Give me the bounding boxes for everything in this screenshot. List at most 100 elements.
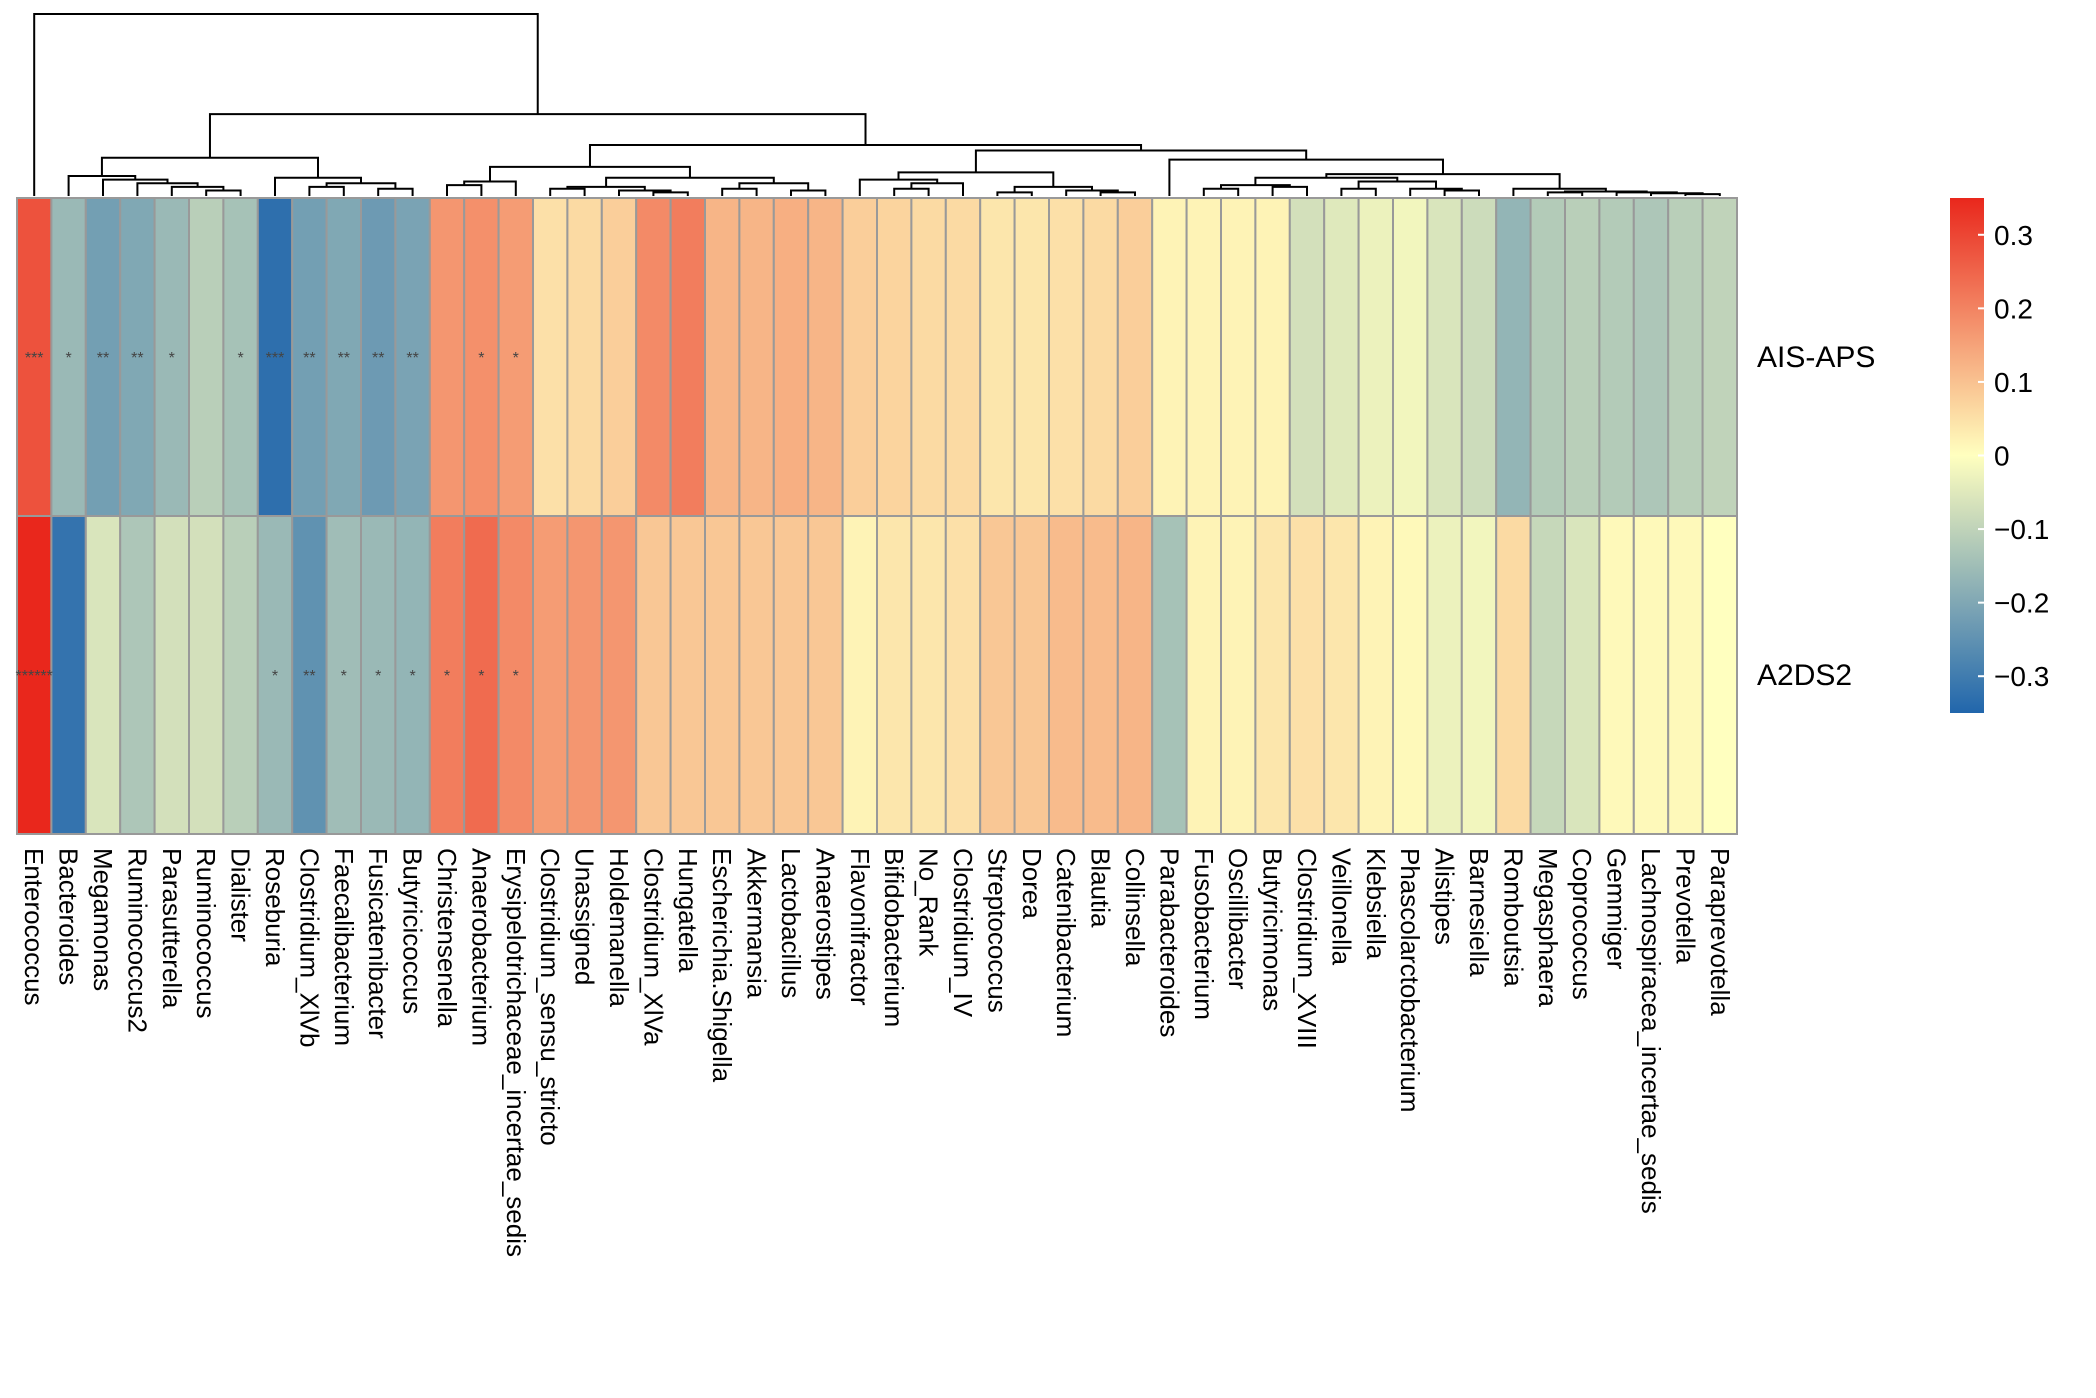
column-label: Dialister [226,848,256,942]
heatmap-cell [50,515,87,835]
heatmap-cell [738,515,775,835]
heatmap-cell [1151,197,1188,517]
dendrogram-branch [1684,193,1721,196]
column-label: Megamonas [88,848,118,991]
dendrogram-branch [1202,187,1240,196]
heatmap-cell [1529,515,1566,835]
row-label: A2DS2 [1757,659,1852,692]
dendrogram-branch [1271,185,1308,196]
column-label: Bacteroides [54,848,84,985]
heatmap-cell [1598,515,1635,835]
column-label: Barnesiella [1464,848,1494,977]
significance-mark: ** [338,350,350,367]
dendrogram-branch [893,187,930,196]
heatmap-cell [1426,515,1463,835]
heatmap-cell [979,197,1016,517]
heatmap-cell [1426,197,1463,517]
column-label: Catenibacterium [1051,848,1081,1037]
significance-mark: * [169,350,175,367]
dendrogram-branch [1099,191,1136,196]
heatmap-cell [566,197,603,517]
column-label: Lactobacillus [776,848,806,998]
heatmap-cell [1048,197,1085,517]
significance-mark: ** [97,350,109,367]
column-label: No_Rank [914,848,944,957]
significance-mark: ** [131,350,143,367]
heatmap-cell [1254,515,1291,835]
legend-tick-label: 0.3 [1994,220,2033,251]
heatmap-cell [807,197,844,517]
dendrogram-branch [136,182,199,196]
column-label: Megasphaera [1533,848,1563,1008]
dendrogram-branch [446,184,483,196]
heatmap-cell [635,197,672,517]
column-label: Phascolarctobacterium [1395,848,1425,1112]
legend-tick-label: 0.1 [1994,367,2033,398]
heatmap-cell [1082,197,1119,517]
column-label: Klebsiella [1361,848,1391,960]
column-label: Flavonifractor [845,848,875,1006]
column-label: Clostridium_IV [948,848,978,1018]
column-label: Ruminococcus [191,848,221,1019]
column-label: Akkermansia [742,848,772,999]
column-label: Enterococcus [19,848,49,1006]
heatmap-cell [1667,515,1704,835]
dendrogram-branch [549,187,586,196]
column-label: Butyricicoccus [398,848,428,1014]
column-label: Erysipelotrichaceae_incertae_sedis [501,848,531,1257]
column-label: Lachnospiracea_incertae_sedis [1636,848,1666,1214]
dendrogram-branch [1340,187,1377,196]
column-label: Clostridium_XVIII [1292,848,1322,1049]
column-label: Holdemanella [604,848,634,1008]
heatmap-cell [1116,197,1154,517]
heatmap-cell [1529,197,1566,517]
heatmap-cell [532,515,569,835]
heatmap-cell [635,515,672,835]
column-label: Alistipes [1430,848,1460,945]
column-label: Prevotella [1670,848,1700,964]
heatmap-cell [1495,515,1532,835]
column-dendrogram [33,13,1721,196]
heatmap-cell [119,197,156,517]
dendrogram-branch [1357,180,1437,189]
heatmap-cell [566,515,603,835]
row-labels: AIS-APS A2DS2 [1757,341,1875,692]
heatmap-cell [704,515,741,835]
heatmap-cell [119,515,156,835]
significance-mark: ** [303,350,315,367]
heatmap-cell [428,515,466,835]
significance-marks: *** * ** ** * * *** ** ** ** ** * ******* * ** * * * * * * [16,350,519,685]
heatmap-cell [1185,197,1222,517]
heatmap-cell [428,197,466,517]
heatmap-cell [910,515,947,835]
heatmap-cell [876,515,913,835]
heatmap-cell [394,197,431,517]
significance-mark: ** [372,350,384,367]
heatmap-cell [1632,197,1670,517]
heatmap-cell [222,515,259,835]
heatmap-cell [841,515,878,835]
column-label: Anaerostipes [810,848,840,1000]
heatmap-cell [1220,197,1257,517]
column-label: Fusicatenibacter [363,848,393,1039]
heatmap-cell [1048,515,1085,835]
significance-mark: * [237,350,243,367]
significance-mark: * [409,668,415,685]
column-label: Escherichia.Shigella [707,848,737,1083]
heatmap-cell [1357,197,1394,517]
significance-mark: *** [266,350,285,367]
column-label: Unassigned [570,848,600,985]
heatmap-cell [1598,197,1635,517]
dendrogram-branch [489,165,691,182]
heatmap-cell [910,197,947,517]
dendrogram-branch [1564,190,1648,193]
heatmap-cell [600,515,638,835]
significance-mark: ** [303,668,315,685]
column-label: Dorea [1017,848,1047,919]
heatmap-cell [84,197,122,517]
heatmap-cell [1151,515,1188,835]
heatmap-cell [704,197,741,517]
column-label: Blautia [1086,848,1116,928]
heatmap-cell [841,197,878,517]
